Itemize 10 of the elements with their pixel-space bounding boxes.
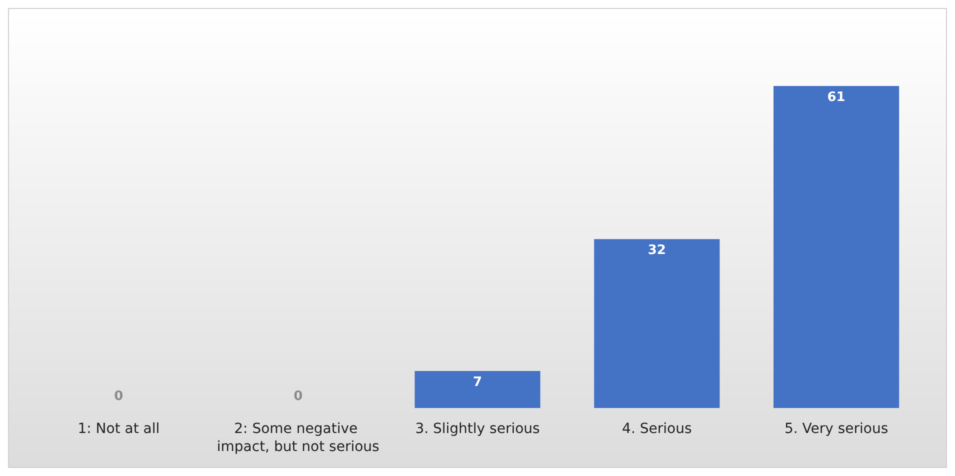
x-tick-label: 5. Very serious [784, 421, 888, 437]
x-tick-label: 2: Some negative impact, but not serious [216, 421, 380, 455]
data-label: 7 [472, 375, 482, 390]
x-tick-label: 4. Serious [622, 421, 692, 437]
data-label: 32 [648, 243, 666, 258]
x-tick-label: 3. Slightly serious [415, 421, 540, 437]
data-label: 0 [114, 389, 124, 404]
data-label: 61 [827, 90, 846, 105]
data-label: 0 [294, 389, 303, 404]
x-tick-label: 1: Not at all [78, 421, 160, 437]
